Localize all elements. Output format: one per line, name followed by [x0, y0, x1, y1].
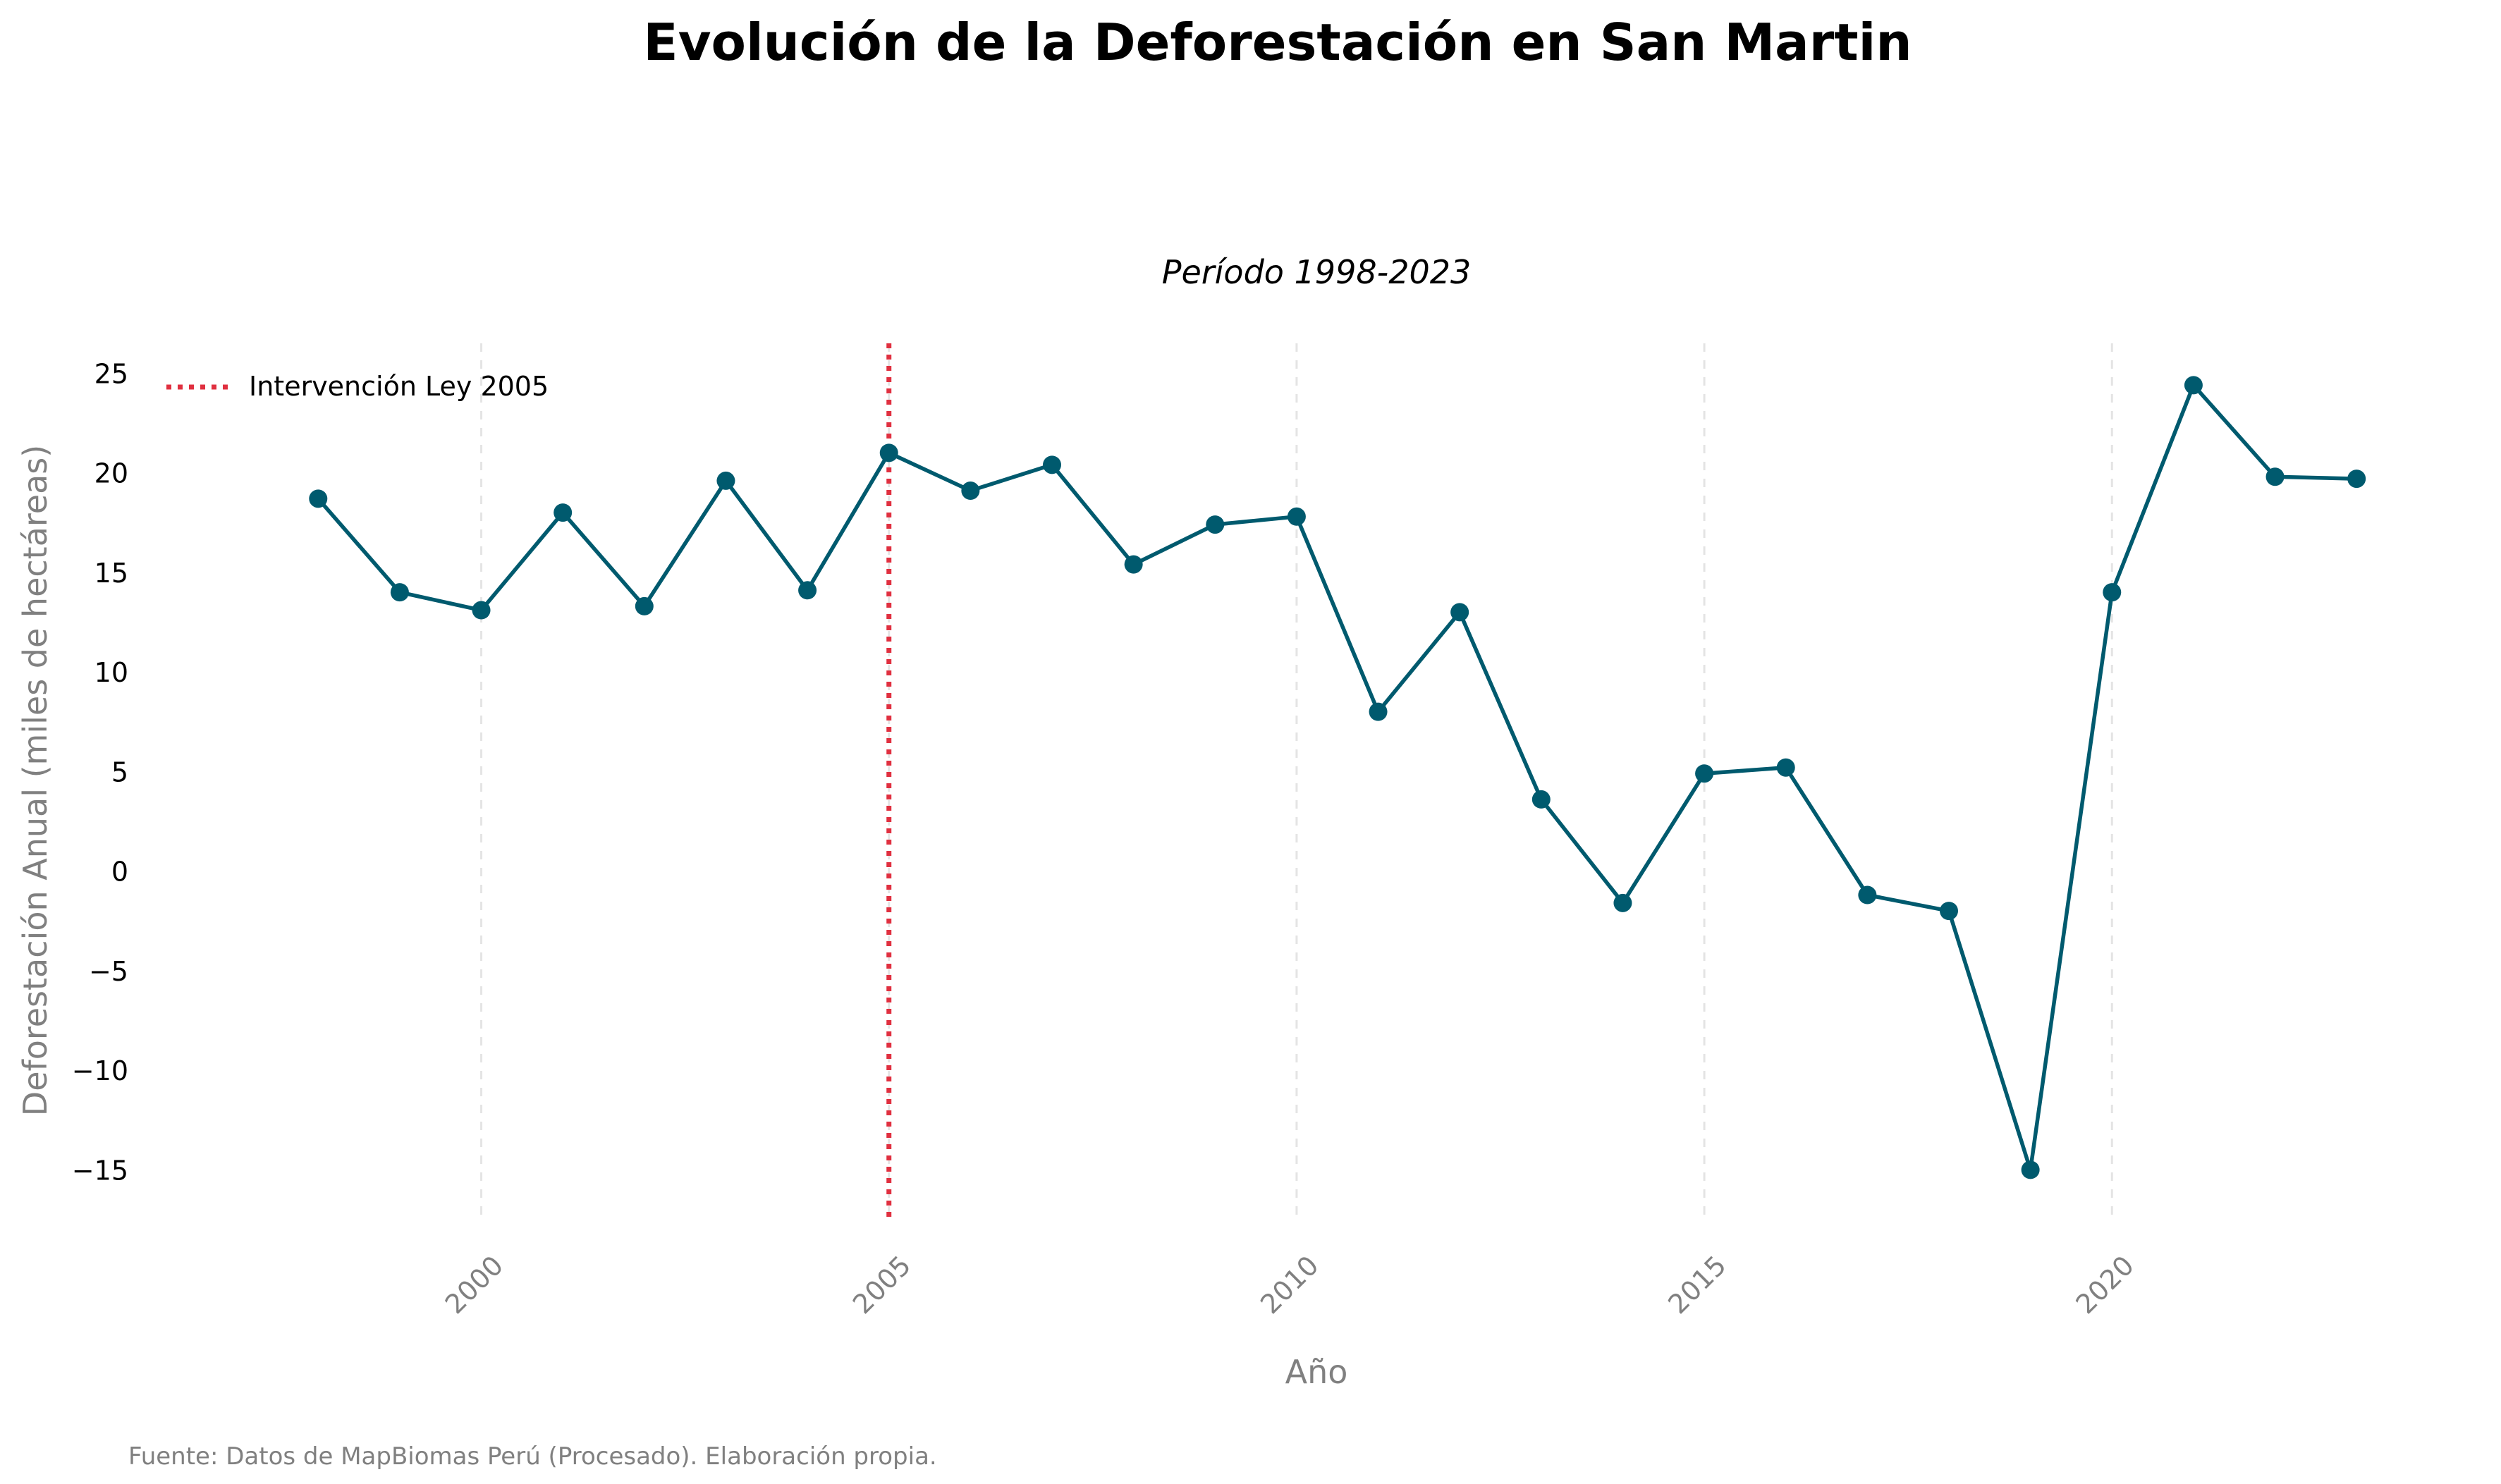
- y-tick-label-0: 0: [111, 857, 128, 888]
- data-point-2002: [635, 596, 654, 615]
- data-point-2014: [1613, 893, 1632, 912]
- data-point-2021: [2184, 376, 2203, 395]
- x-axis-ticks: 2000 2005 2010 2015 2020: [439, 1250, 2140, 1320]
- series-line-0: [317, 383, 2357, 1172]
- data-point-2013: [1531, 790, 1551, 809]
- data-point-2020: [2103, 583, 2122, 602]
- y-tick-label-20: 20: [94, 458, 128, 489]
- x-tick-label-2020: 2020: [2069, 1250, 2140, 1320]
- data-point-2012: [1450, 603, 1469, 622]
- x-tick-label-2015: 2015: [1662, 1250, 1732, 1320]
- y-tick-label-25: 25: [94, 358, 128, 389]
- data-point-1999: [390, 583, 409, 602]
- data-point-1998: [309, 489, 328, 508]
- data-point-2005: [879, 443, 898, 462]
- data-point-2010: [1287, 507, 1306, 526]
- x-tick-label-2000: 2000: [439, 1250, 510, 1320]
- data-point-2009: [1206, 515, 1225, 534]
- y-tick-label--10: −10: [72, 1055, 128, 1086]
- y-axis-ticks: −15 −10 −5 0 5 10 15 20 25: [72, 358, 128, 1186]
- data-point-2017: [1858, 885, 1877, 904]
- data-point-2000: [472, 601, 491, 620]
- data-point-2019: [2021, 1160, 2040, 1179]
- y-tick-label-10: 10: [94, 657, 128, 688]
- legend-label-intervencion: Intervención Ley 2005: [249, 371, 549, 402]
- data-point-2001: [554, 503, 573, 522]
- y-axis-label: Deforestación Anual (miles de hectáreas): [16, 445, 54, 1116]
- data-point-2007: [1043, 455, 1061, 474]
- data-point-2016: [1776, 758, 1795, 777]
- data-point-2003: [716, 471, 735, 490]
- chart-subtitle: Período 1998-2023: [1162, 253, 1472, 291]
- x-tick-label-2010: 2010: [1254, 1250, 1325, 1320]
- y-tick-label-5: 5: [111, 756, 128, 787]
- series-layer: [309, 376, 2366, 1179]
- data-point-2011: [1369, 702, 1388, 721]
- data-point-2018: [1940, 902, 1958, 921]
- x-tick-label-2005: 2005: [847, 1250, 917, 1320]
- data-point-2022: [2265, 467, 2285, 486]
- x-axis-label: Año: [1285, 1353, 1348, 1391]
- source-note: Fuente: Datos de MapBiomas Perú (Procesa…: [128, 1442, 937, 1471]
- chart-title: Evolución de la Deforestación en San Mar…: [643, 13, 1912, 72]
- data-point-2004: [798, 581, 817, 600]
- y-tick-label--15: −15: [72, 1155, 128, 1186]
- data-point-2006: [961, 482, 980, 501]
- data-point-2008: [1124, 555, 1143, 574]
- data-point-2023: [2347, 470, 2366, 489]
- gridlines: [480, 343, 2113, 1220]
- y-tick-label--5: −5: [89, 956, 128, 987]
- y-tick-label-15: 15: [94, 558, 128, 589]
- data-point-2015: [1695, 764, 1714, 783]
- legend: Intervención Ley 2005: [166, 371, 549, 402]
